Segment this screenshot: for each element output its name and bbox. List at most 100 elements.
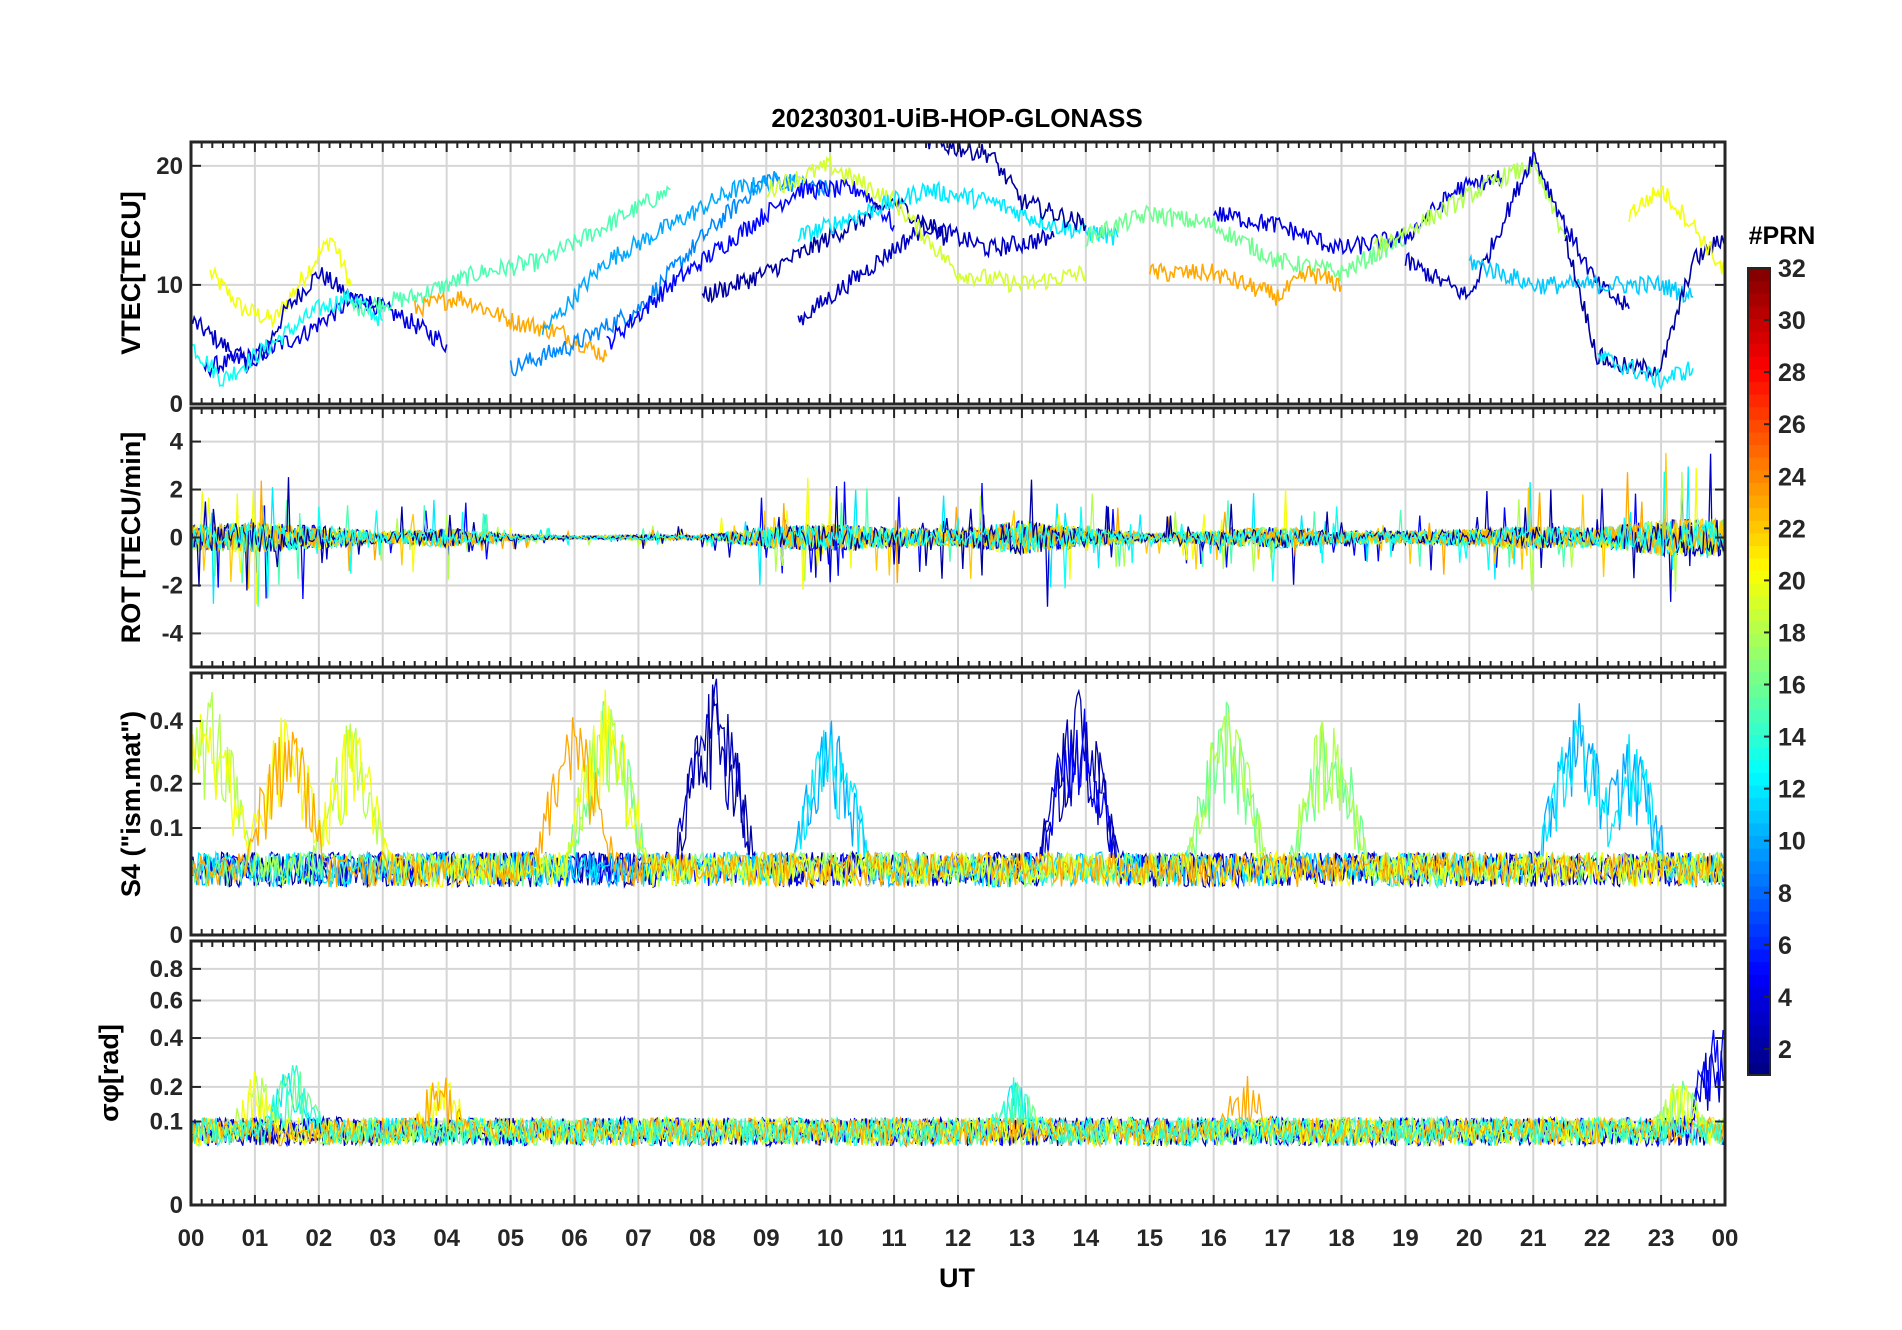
y-tick-label: 2 [170,477,183,504]
y-tick-label: 0.2 [150,1074,183,1101]
x-tick-label: 13 [1009,1225,1036,1252]
colorbar-tick-label: 26 [1778,411,1806,439]
series-line-prn-16 [1085,204,1407,282]
x-tick-label: 18 [1328,1225,1355,1252]
x-tick-label: 23 [1648,1225,1675,1252]
series-line-prn-11 [1468,253,1694,304]
x-tick-label: 12 [945,1225,972,1252]
series-line-prn-3 [797,216,1055,326]
colorbar-tick-label: 6 [1778,932,1792,960]
x-tick-label: 22 [1584,1225,1611,1252]
scint-trace-prn-23 [191,717,1724,889]
y-tick-label: 0.4 [150,708,184,735]
colorbar-segment [1748,671,1770,685]
x-tick-label: 21 [1520,1225,1547,1252]
colorbar-segment [1748,835,1770,849]
colorbar-tick-label: 28 [1778,359,1806,387]
colorbar-segment [1748,747,1770,761]
colorbar-segment [1748,961,1770,975]
colorbar-segment [1748,419,1770,433]
colorbar-segment [1748,394,1770,408]
y-tick-label: 0.1 [150,815,183,842]
y-tick-label: 0 [170,922,183,949]
colorbar-segment [1748,343,1770,357]
colorbar-tick-label: 4 [1778,984,1792,1012]
series-line-prn-2 [927,142,1087,232]
colorbar-segment [1748,507,1770,521]
x-tick-label: 00 [178,1225,205,1252]
colorbar-segment [1748,936,1770,950]
rot-trace-prn-13 [191,471,1725,599]
colorbar-tick-label: 2 [1778,1036,1792,1064]
colorbar-segment [1748,696,1770,710]
y-tick-label: 4 [170,429,184,456]
panel-vtec: 0 10 20 VTEC[TECU] [116,140,1727,418]
colorbar-tick-label: 24 [1778,463,1806,491]
colorbar-tick-label: 32 [1778,255,1806,283]
colorbar-segment [1748,948,1770,963]
x-tick-label: 07 [625,1225,652,1252]
ticks: 0 0.1 0.2 0.4 0.6 0.8 [150,941,1726,1219]
colorbar-segment [1748,898,1770,912]
colorbar-segment [1748,558,1770,572]
y-tick-label: 0.6 [150,988,183,1015]
x-tick-label: 05 [497,1225,524,1252]
colorbar-tick-label: 10 [1778,828,1806,856]
series-line-prn-12 [797,180,1119,246]
colorbar-segment [1748,268,1770,282]
series-line-prn-9 [509,171,831,377]
colorbar-segment [1748,494,1770,509]
y-tick-label: 0 [170,391,183,418]
panel-rot: -4 -2 0 2 4 ROT [TECU/min] [116,406,1727,669]
x-tick-label: 15 [1136,1225,1163,1252]
x-tick-label: 01 [242,1225,269,1252]
colorbar-segment [1748,431,1770,446]
colorbar-segment [1748,532,1770,547]
series-line-prn-18 [1373,155,1566,256]
x-tick-label: 04 [433,1225,460,1252]
colorbar-segment [1748,583,1770,597]
colorbar-segment [1748,974,1770,988]
colorbar-segment [1748,1049,1770,1063]
series-group [191,452,1725,607]
colorbar-segment [1748,570,1770,584]
colorbar-tick-label: 18 [1778,619,1806,647]
series-line-prn-5 [606,178,895,350]
series-line-prn-13 [191,289,384,387]
series-line-prn-10 [541,172,799,336]
ticks: -4 -2 0 2 4 [162,408,1726,667]
y-axis-label: S4 ("ism.mat") [116,711,146,897]
colorbar-segment [1748,1037,1770,1051]
colorbar-segment [1748,885,1770,900]
colorbar-segment [1748,848,1770,862]
colorbar-segment [1748,911,1770,925]
colorbar-segment [1748,608,1770,622]
y-tick-label: 10 [156,272,183,299]
y-tick-label: 0 [170,525,183,552]
colorbar-tick-label: 8 [1778,880,1792,908]
x-tick-label: 06 [561,1225,588,1252]
colorbar-segment [1748,658,1770,673]
x-tick-label: 10 [817,1225,844,1252]
series-line-prn-20 [1628,185,1725,275]
colorbar-segment [1748,444,1770,458]
series-group [191,678,1724,890]
x-tick-label: 19 [1392,1225,1419,1252]
colorbar-tick-label: 12 [1778,776,1806,804]
y-tick-label: 0.4 [150,1025,184,1052]
colorbar-segment [1748,986,1770,1000]
colorbar-segment [1748,873,1770,887]
colorbar-segment [1748,482,1770,496]
x-axis-label: UT [939,1263,975,1293]
x-tick-label: 09 [753,1225,780,1252]
series-line-prn-2 [701,197,946,304]
colorbar-segment [1748,305,1770,320]
x-tick-label: 03 [369,1225,396,1252]
colorbar-tick-label: 20 [1778,567,1806,595]
colorbar-segment [1748,860,1770,874]
series-line-prn-4 [203,292,448,379]
series-group [191,142,1725,391]
ticks: 0 10 20 [156,142,1726,418]
x-tick-label: 00 [1712,1225,1739,1252]
colorbar-segment [1748,368,1770,383]
